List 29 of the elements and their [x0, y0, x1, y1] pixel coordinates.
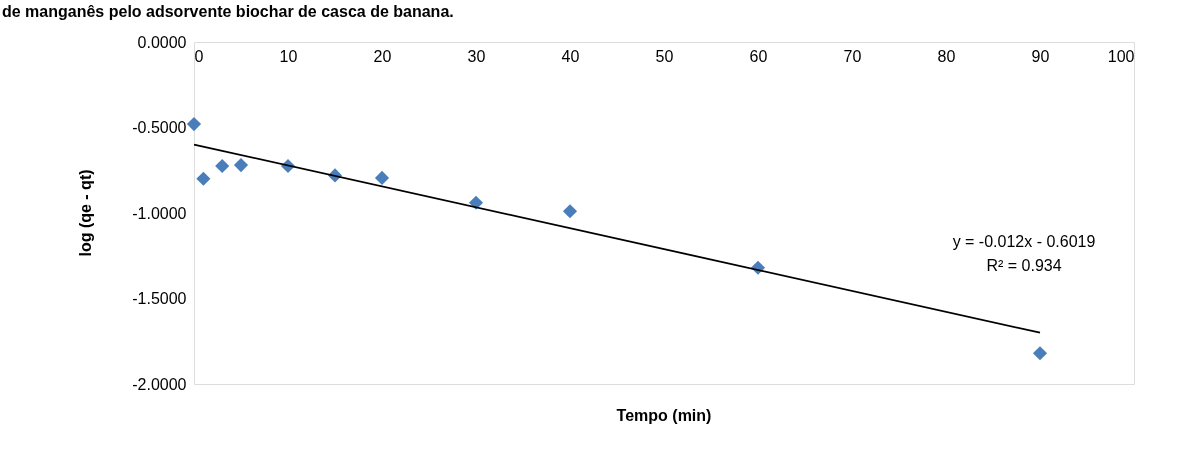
- y-tick-label: -1.0000: [132, 204, 187, 222]
- point: [215, 158, 230, 174]
- point: [233, 158, 249, 173]
- x-tick-label: 80: [937, 47, 956, 65]
- x-tick-label: 60: [749, 47, 768, 65]
- y-tick-label: -1.5000: [132, 290, 187, 307]
- x-tick-label: 70: [843, 47, 862, 65]
- point: [374, 170, 390, 186]
- x-tick-label: 100: [1107, 47, 1135, 65]
- point: [196, 171, 211, 186]
- x-tick-label: 30: [467, 47, 486, 65]
- x-tick-label: 50: [655, 47, 674, 65]
- annotation: R² = 0.934: [986, 257, 1062, 274]
- y-axis-title: log (qe - qt): [77, 169, 94, 257]
- x-tick-label: 20: [373, 47, 392, 65]
- point: [562, 204, 578, 219]
- y-tick-label: -0.5000: [132, 119, 187, 136]
- x-tick-label: 90: [1031, 47, 1050, 65]
- point: [1032, 346, 1048, 361]
- annotation: y = -0.012x - 0.6019: [952, 233, 1096, 250]
- chart-title: de manganês pelo adsorvente biochar de casca de banana.: [2, 3, 454, 20]
- x-tick-label: 0: [194, 47, 204, 65]
- y-tick-label: 0.0000: [137, 33, 187, 51]
- y-tick-label: -2.0000: [132, 375, 187, 393]
- x-axis-title: Tempo (min): [616, 407, 712, 424]
- x-tick-label: 10: [279, 47, 298, 65]
- point: [468, 195, 484, 210]
- x-tick-label: 40: [561, 47, 580, 65]
- point: [186, 117, 202, 132]
